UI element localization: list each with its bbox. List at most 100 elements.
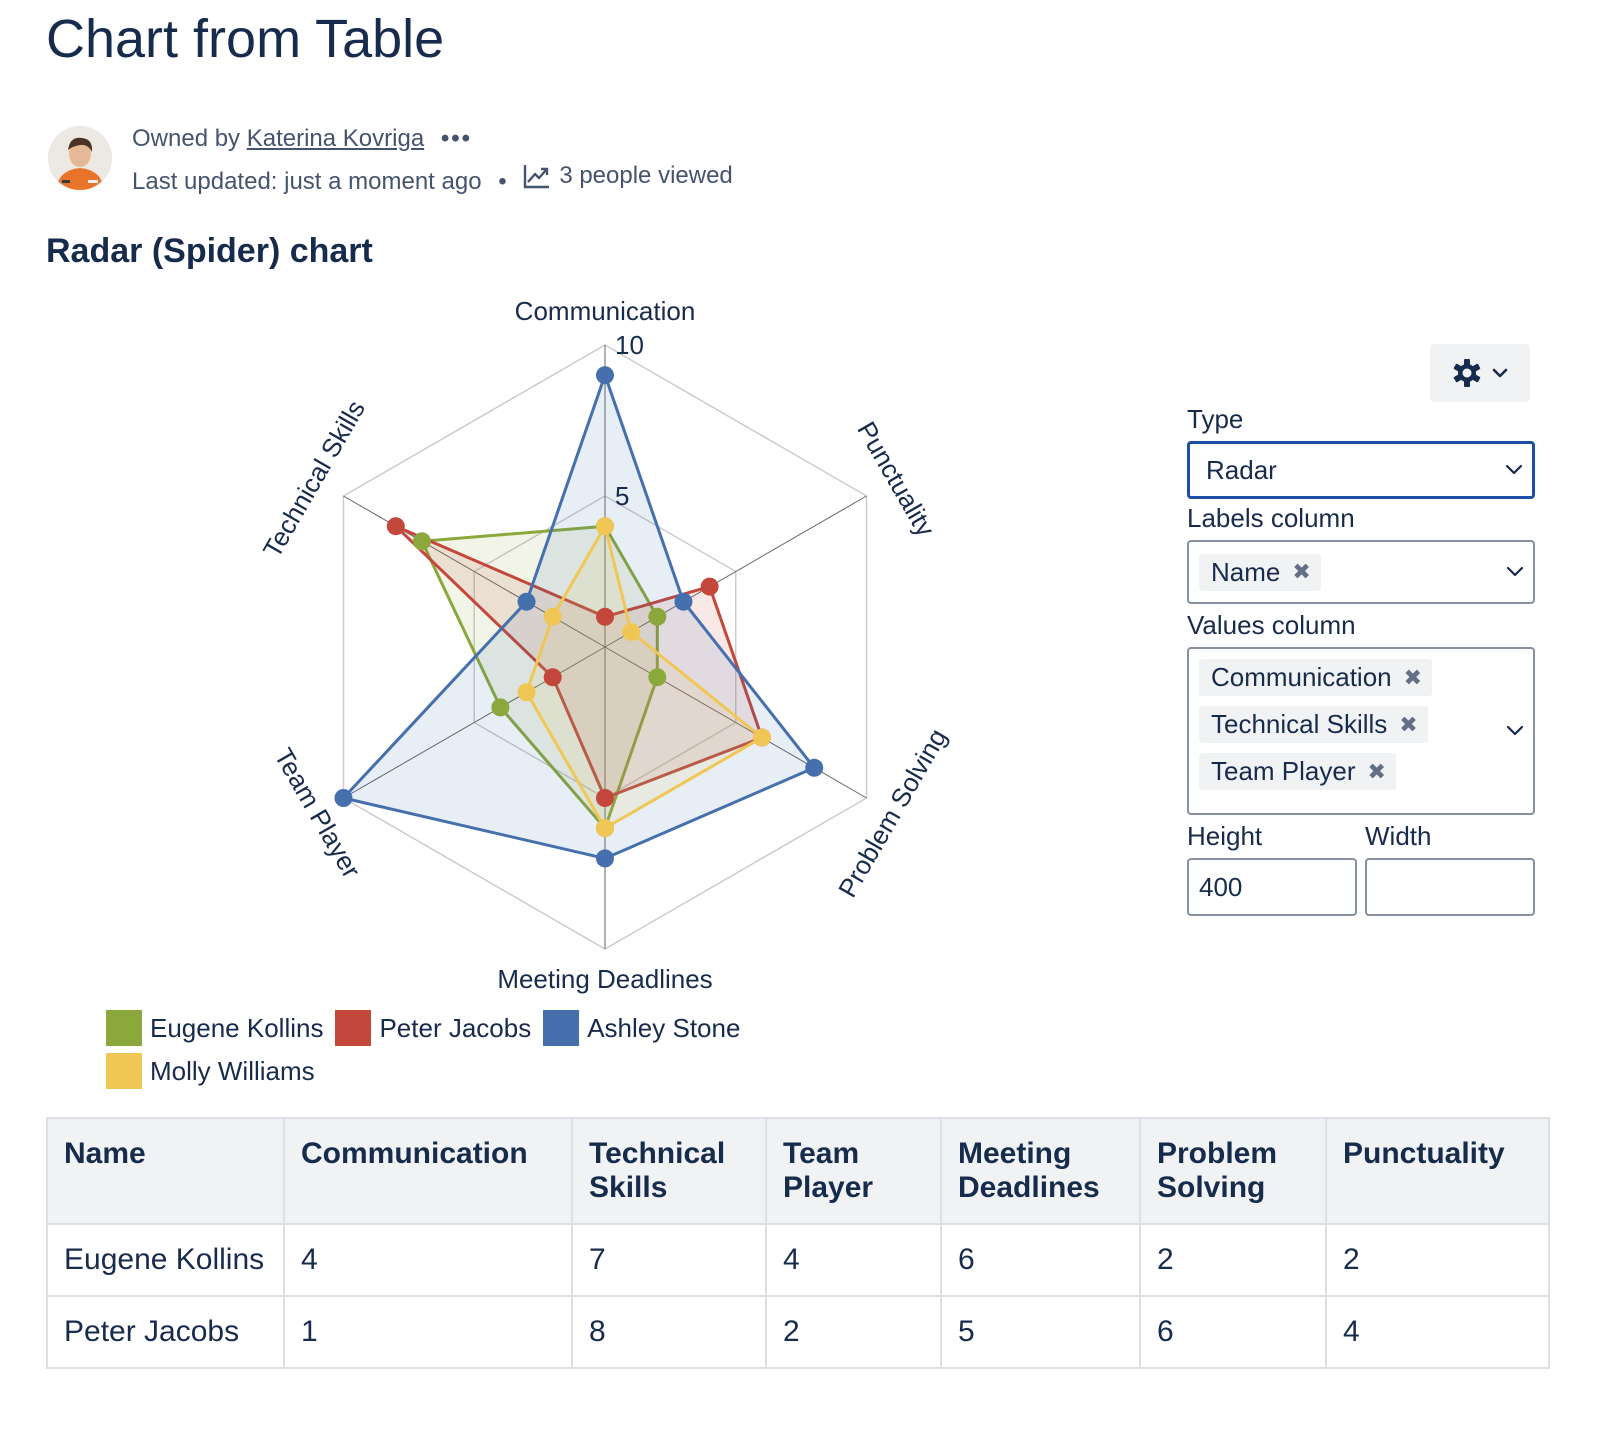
chevron-down-icon	[1492, 368, 1508, 378]
labels-column-label: Labels column	[1187, 503, 1355, 533]
data-point	[596, 517, 614, 536]
width-input[interactable]	[1365, 858, 1535, 916]
axis-label: Technical Skills	[257, 395, 371, 563]
width-label: Width	[1365, 821, 1432, 851]
data-point	[596, 849, 614, 868]
section-heading: Radar (Spider) chart	[46, 232, 373, 270]
chip: Name ✖	[1199, 553, 1321, 591]
labels-column-select[interactable]: Name ✖	[1187, 540, 1535, 604]
values-column-label: Values column	[1187, 610, 1356, 640]
data-point	[543, 668, 562, 687]
more-actions-icon[interactable]: •••	[440, 125, 473, 152]
avatar[interactable]	[48, 126, 112, 190]
chart-settings-button[interactable]	[1430, 344, 1530, 402]
legend-swatch	[106, 1010, 142, 1046]
column-header[interactable]: Communication	[283, 1117, 573, 1225]
data-point	[543, 607, 562, 626]
data-point	[596, 819, 614, 838]
width-field: Width	[1365, 821, 1535, 916]
table-cell: 4	[1325, 1295, 1550, 1369]
owned-by-prefix: Owned by	[132, 125, 241, 152]
column-header[interactable]: Name	[46, 1117, 285, 1225]
height-input[interactable]	[1187, 858, 1357, 916]
data-point	[648, 607, 667, 626]
column-header[interactable]: Punctuality	[1325, 1117, 1550, 1225]
legend-swatch	[543, 1010, 580, 1046]
legend-item[interactable]: Ashley Stone	[543, 1010, 740, 1046]
chip: Communication ✖	[1199, 659, 1433, 696]
table-row: Eugene Kollins 4 7 4 6 2 2	[46, 1223, 1550, 1297]
legend-swatch	[106, 1053, 142, 1089]
data-point	[334, 789, 353, 807]
column-header[interactable]: Problem Solving	[1139, 1117, 1327, 1225]
legend-item[interactable]: Molly Williams	[106, 1053, 315, 1089]
legend-label: Eugene Kollins	[150, 1012, 324, 1043]
page-title: Chart from Table	[46, 9, 445, 69]
table-cell: 2	[765, 1295, 942, 1369]
table-row: Peter Jacobs 1 8 2 5 6 4	[46, 1295, 1550, 1369]
values-column-select[interactable]: Communication ✖ Technical Skills ✖ Team Pl…	[1187, 647, 1535, 815]
table-cell: 6	[1139, 1295, 1327, 1369]
last-updated: Last updated: just a moment ago	[132, 168, 482, 195]
data-point	[596, 366, 614, 385]
update-line: Last updated: just a moment ago • 3 peop…	[132, 162, 733, 196]
owner-link[interactable]: Katerina Kovriga	[246, 125, 425, 152]
table-cell: 1	[283, 1295, 573, 1369]
table-cell: Eugene Kollins	[46, 1223, 285, 1297]
axis-label: Problem Solving	[832, 723, 953, 902]
data-point	[517, 683, 536, 702]
radar-chart: 5 10 Communication Punctuality Problem Solvi…	[257, 296, 953, 994]
chevron-down-icon	[1506, 725, 1524, 736]
close-icon[interactable]: ✖	[1367, 758, 1386, 784]
column-header[interactable]: Meeting Deadlines	[940, 1117, 1141, 1225]
height-label: Height	[1187, 821, 1263, 851]
legend-label: Ashley Stone	[587, 1012, 741, 1043]
data-point	[596, 789, 614, 807]
axis-label: Communication	[515, 296, 696, 326]
type-label: Type	[1187, 404, 1244, 434]
data-point	[622, 622, 641, 641]
axis-label: Team Player	[268, 743, 366, 883]
chevron-down-icon	[1505, 464, 1523, 475]
views-count: 3 people viewed	[559, 162, 733, 189]
data-point	[752, 728, 771, 747]
type-value: Radar	[1206, 454, 1277, 485]
chip-label: Communication	[1211, 662, 1392, 692]
close-icon[interactable]: ✖	[1403, 664, 1423, 690]
data-point	[674, 592, 693, 611]
chevron-down-icon	[1506, 566, 1524, 577]
chip-label: Team Player	[1211, 756, 1356, 786]
gear-icon	[1453, 359, 1481, 387]
legend-item[interactable]: Eugene Kollins	[106, 1010, 323, 1046]
legend-label: Molly Williams	[150, 1055, 315, 1086]
tick-label: 5	[615, 481, 629, 511]
dimensions: Height Width	[1187, 821, 1535, 916]
chart-legend: Eugene Kollins Peter Jacobs Ashley Stone Mo…	[106, 1010, 826, 1096]
legend-item[interactable]: Peter Jacobs	[335, 1010, 531, 1046]
tick-label: 10	[615, 330, 644, 360]
column-header[interactable]: Technical Skills	[571, 1117, 767, 1225]
data-point	[805, 758, 824, 777]
chip-label: Technical Skills	[1211, 709, 1388, 739]
chip-label: Name	[1211, 556, 1281, 587]
table-cell: 8	[571, 1295, 767, 1369]
table-cell: 6	[940, 1223, 1141, 1297]
legend-label: Peter Jacobs	[379, 1012, 532, 1043]
owner-line: Owned by Katerina Kovriga •••	[132, 125, 472, 153]
table-cell: 4	[283, 1223, 573, 1297]
axis-spoke	[343, 646, 606, 799]
chart-trend-icon	[524, 165, 550, 189]
column-header[interactable]: Team Player	[765, 1117, 942, 1225]
table-cell: Peter Jacobs	[46, 1295, 285, 1369]
axis-spoke	[604, 646, 867, 799]
data-table: Name Communication Technical Skills Team Pl…	[46, 1117, 1550, 1369]
views-link[interactable]: 3 people viewed	[523, 162, 733, 190]
chart-config-panel: Type Radar Labels column Name ✖ Values c…	[1187, 404, 1535, 916]
table-cell: 2	[1325, 1223, 1550, 1297]
close-icon[interactable]: ✖	[1292, 559, 1311, 584]
height-field: Height	[1187, 821, 1357, 916]
close-icon[interactable]: ✖	[1399, 711, 1418, 737]
type-select[interactable]: Radar	[1187, 441, 1535, 499]
data-point	[648, 668, 667, 687]
axis-label: Meeting Deadlines	[497, 964, 712, 994]
